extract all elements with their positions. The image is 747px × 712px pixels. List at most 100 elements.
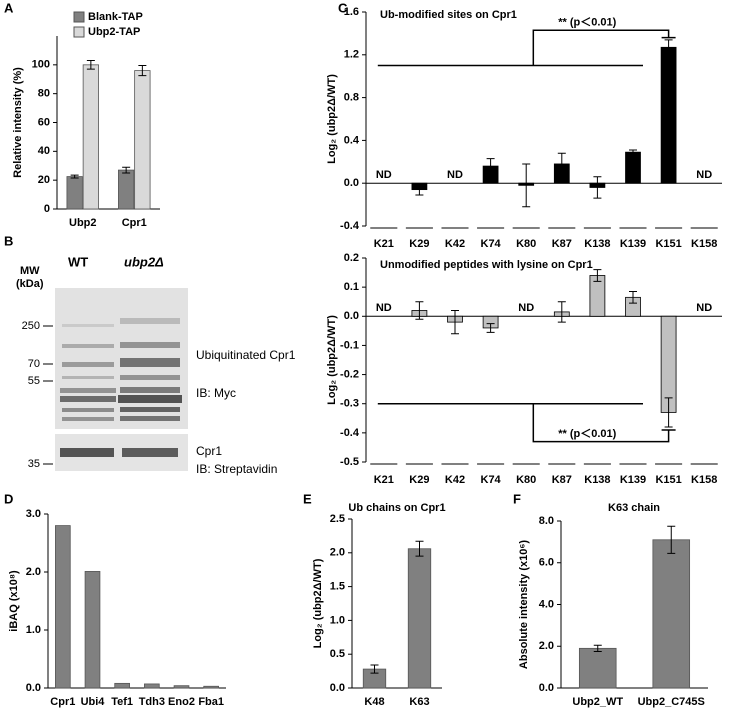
bar [173, 685, 190, 689]
legend-swatch [73, 26, 85, 38]
legend-label: Ubp2-TAP [88, 26, 140, 38]
mw-marker: 70 [28, 358, 40, 370]
y-axis-label: Absolute intensity (x10⁶) [518, 540, 530, 669]
error-bar [370, 664, 379, 674]
x-tick-label: K21 [374, 474, 394, 486]
panel-letter: E [303, 491, 312, 506]
bar [407, 548, 432, 689]
error-bar [415, 183, 424, 196]
y-tick-label: -0.3 [340, 398, 359, 410]
y-tick-label: 0.0 [330, 682, 345, 694]
error-bar [557, 301, 566, 323]
bar [652, 539, 691, 689]
y-tick-label: -0.4 [340, 220, 360, 232]
x-tick-label: K42 [445, 474, 465, 486]
bar [82, 64, 99, 210]
x-tick-label: Eno2 [168, 696, 195, 708]
y-axis-label: Relative intensity (%) [12, 67, 24, 178]
error-bar [593, 269, 602, 282]
error-bar [667, 525, 676, 554]
x-tick-label: K63 [409, 696, 429, 708]
x-tick-label: Tef1 [111, 696, 133, 708]
y-tick-label: -0.2 [340, 368, 359, 380]
x-tick-label: K138 [584, 474, 610, 486]
x-tick-label: Ubi4 [81, 696, 106, 708]
panel-letter: F [513, 491, 521, 506]
error-bar [522, 163, 531, 208]
error-bar [629, 149, 637, 155]
y-tick-label: 0.0 [26, 682, 41, 694]
y-tick-label: 2.0 [539, 640, 554, 652]
bar [660, 46, 677, 184]
y-tick-label: 1.6 [344, 6, 359, 18]
y-tick-label: 0.8 [344, 92, 359, 104]
error-bar [557, 152, 566, 176]
significance-bracket [377, 29, 676, 67]
value-label: ND [376, 302, 392, 314]
x-tick-label: K158 [691, 474, 717, 486]
x-tick-label: K158 [691, 238, 717, 250]
x-tick-label: Ubp2 [69, 217, 97, 229]
error-bar [593, 176, 602, 199]
x-tick-label: Cpr1 [122, 217, 147, 229]
mw-marker: 55 [28, 375, 40, 387]
blot-bands [60, 318, 182, 457]
y-tick-label: 0.2 [344, 252, 359, 264]
error-bar [451, 309, 459, 335]
x-tick-label: K48 [364, 696, 384, 708]
mw-marker: 250 [22, 320, 40, 332]
y-axis-label: Log₂ (ubp2Δ/WT) [326, 315, 338, 405]
mw-marker: 35 [28, 458, 40, 470]
value-label: ND [447, 169, 463, 181]
significance-bracket [377, 402, 676, 443]
y-tick-label: 1.2 [344, 49, 359, 61]
mw-label: MW [20, 265, 40, 277]
y-tick-label: 6.0 [539, 557, 554, 569]
x-tick-label: K29 [409, 474, 429, 486]
y-tick-label: 2.0 [330, 547, 345, 559]
y-tick-label: 80 [38, 88, 50, 100]
y-tick-label: 1.0 [330, 614, 345, 626]
bar [114, 682, 130, 689]
bar [134, 70, 151, 210]
panel-letter: A [4, 0, 14, 15]
bar [66, 176, 83, 210]
y-axis-label: Log₂ (ubp2Δ/WT) [326, 74, 338, 164]
x-tick-label: K42 [445, 238, 465, 250]
y-tick-label: 1.5 [330, 581, 345, 593]
bar [84, 571, 101, 689]
bar [203, 685, 219, 689]
x-tick-label: Fba1 [198, 696, 224, 708]
blot-label: IB: Myc [196, 386, 236, 400]
legend-label: Blank-TAP [88, 11, 143, 23]
error-bar [122, 166, 131, 174]
x-tick-label: K21 [374, 238, 394, 250]
y-tick-label: 4.0 [539, 598, 554, 610]
x-tick-label: Ubp2_WT [572, 696, 623, 708]
x-tick-label: Ubp2_C745S [638, 696, 705, 708]
panel-letter: B [4, 233, 13, 248]
legend-swatch [73, 11, 85, 23]
chart-title: Ub chains on Cpr1 [348, 502, 445, 514]
y-axis-label: iBAQ (x10⁸) [8, 570, 20, 632]
chart-title: K63 chain [608, 502, 660, 514]
mw-label: (kDa) [16, 278, 44, 290]
y-tick-label: 0.4 [344, 134, 360, 146]
x-tick-label: Cpr1 [50, 696, 75, 708]
bar [55, 525, 71, 689]
y-tick-label: -0.4 [340, 427, 360, 439]
error-bar [86, 60, 95, 70]
value-label: ND [696, 302, 712, 314]
x-tick-label: Tdh3 [139, 696, 165, 708]
y-tick-label: 0.0 [344, 177, 359, 189]
blot-label: Ubiquitinated Cpr1 [196, 348, 296, 362]
x-tick-label: K74 [481, 238, 502, 250]
y-tick-label: 0.1 [344, 281, 359, 293]
value-label: ND [376, 169, 392, 181]
y-tick-label: 60 [38, 116, 50, 128]
blot-label: Cpr1 [196, 444, 222, 458]
bar [578, 647, 617, 689]
y-tick-label: 0.0 [539, 682, 554, 694]
lane-label: ubp2Δ [124, 254, 164, 269]
